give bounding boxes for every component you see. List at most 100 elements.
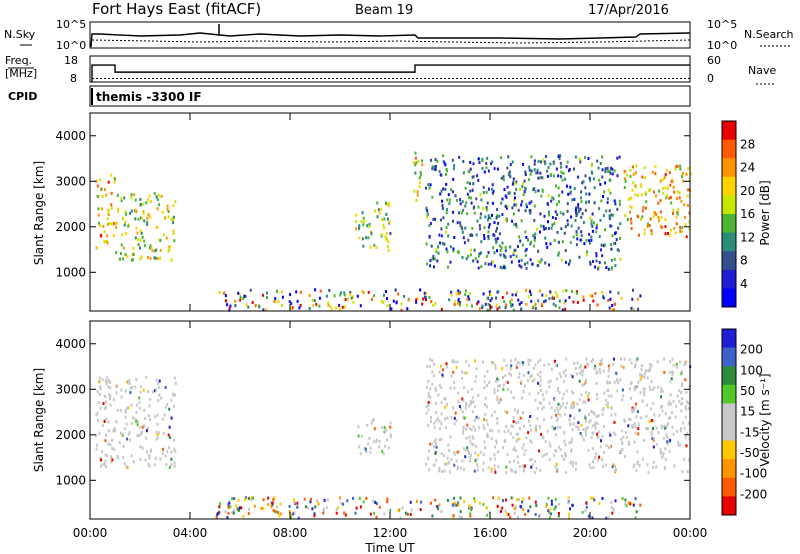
echo-cell bbox=[620, 364, 623, 368]
echo-cell bbox=[124, 410, 127, 414]
echo-cell bbox=[425, 298, 427, 302]
noise-sky-line bbox=[90, 32, 691, 48]
echo-cell bbox=[469, 253, 472, 257]
echo-cell bbox=[581, 434, 584, 438]
echo-cell bbox=[469, 456, 472, 460]
echo-cell bbox=[626, 173, 628, 177]
echo-cell bbox=[450, 458, 453, 461]
echo-cell bbox=[641, 399, 644, 403]
echo-cell bbox=[155, 430, 158, 434]
echo-cell bbox=[338, 496, 341, 500]
echo-cell bbox=[564, 369, 567, 372]
echo-cell bbox=[667, 403, 670, 407]
echo-cell bbox=[604, 170, 607, 173]
echo-cell bbox=[561, 240, 564, 244]
echo-cell bbox=[116, 454, 119, 458]
echo-cell bbox=[506, 204, 509, 208]
echo-cell bbox=[676, 212, 679, 216]
echo-cell bbox=[524, 254, 527, 257]
echo-cell bbox=[617, 249, 620, 253]
echo-cell bbox=[446, 169, 449, 173]
echo-cell bbox=[468, 435, 471, 439]
echo-cell bbox=[162, 447, 164, 451]
echo-cell bbox=[350, 296, 353, 300]
echo-cell bbox=[558, 391, 561, 395]
echo-cell bbox=[660, 386, 663, 390]
echo-cell bbox=[534, 460, 537, 464]
echo-cell bbox=[469, 160, 472, 164]
echo-cell bbox=[452, 247, 455, 251]
echo-cell bbox=[518, 235, 521, 239]
echo-cell bbox=[593, 498, 596, 502]
echo-cell bbox=[445, 182, 448, 186]
echo-cell bbox=[425, 242, 428, 246]
echo-cell bbox=[604, 463, 607, 467]
echo-cell bbox=[383, 512, 386, 516]
echo-cell bbox=[467, 255, 470, 258]
echo-cell bbox=[521, 200, 524, 204]
echo-cell bbox=[138, 434, 141, 438]
echo-cell bbox=[537, 249, 540, 253]
echo-cell bbox=[587, 362, 590, 366]
echo-cell bbox=[547, 509, 550, 513]
echo-cell bbox=[496, 214, 499, 218]
echo-cell bbox=[534, 427, 537, 431]
echo-cell bbox=[495, 439, 498, 443]
echo-cell bbox=[613, 169, 616, 173]
echo-cell bbox=[605, 403, 608, 407]
echo-cell bbox=[147, 213, 150, 217]
echo-cell bbox=[633, 388, 636, 392]
echo-cell bbox=[534, 302, 537, 306]
echo-cell bbox=[677, 443, 680, 447]
echo-cell bbox=[592, 466, 595, 469]
echo-cell bbox=[385, 290, 387, 294]
echo-cell bbox=[461, 370, 464, 374]
echo-cell bbox=[438, 427, 441, 431]
echo-cell bbox=[474, 380, 477, 383]
echo-cell bbox=[167, 433, 170, 437]
echo-cell bbox=[145, 436, 148, 440]
echo-cell bbox=[598, 235, 601, 238]
echo-cell bbox=[565, 289, 568, 293]
echo-cell bbox=[631, 297, 634, 301]
colorbar-segment bbox=[722, 232, 736, 252]
echo-cell bbox=[648, 363, 651, 367]
echo-cell bbox=[502, 253, 505, 257]
echo-cell bbox=[480, 265, 483, 269]
echo-cell bbox=[139, 257, 142, 261]
echo-cell bbox=[425, 292, 428, 296]
echo-cell bbox=[452, 210, 454, 214]
echo-cell bbox=[442, 216, 445, 220]
echo-cell bbox=[623, 455, 626, 458]
echo-cell bbox=[604, 167, 607, 171]
echo-cell bbox=[671, 180, 674, 184]
echo-cell bbox=[492, 496, 495, 500]
echo-cell bbox=[172, 392, 175, 396]
echo-cell bbox=[534, 363, 537, 367]
echo-cell bbox=[578, 157, 581, 161]
echo-cell bbox=[591, 229, 594, 233]
echo-cell bbox=[663, 466, 666, 469]
echo-cell bbox=[358, 236, 361, 240]
echo-cell bbox=[607, 375, 610, 378]
echo-cell bbox=[669, 228, 672, 232]
echo-cell bbox=[365, 449, 367, 453]
echo-cell bbox=[652, 215, 655, 219]
echo-cell bbox=[575, 214, 578, 218]
echo-cell bbox=[482, 191, 485, 194]
echo-cell bbox=[527, 431, 530, 435]
echo-cell bbox=[477, 266, 480, 270]
echo-cell bbox=[437, 507, 440, 511]
echo-cell bbox=[409, 513, 412, 516]
echo-cell bbox=[612, 463, 615, 467]
echo-cell bbox=[521, 464, 524, 468]
echo-cell bbox=[438, 503, 441, 507]
echo-cell bbox=[469, 512, 472, 516]
echo-cell bbox=[636, 410, 639, 414]
echo-cell bbox=[362, 290, 365, 294]
echo-cell bbox=[613, 257, 616, 261]
echo-cell bbox=[622, 394, 625, 398]
echo-cell bbox=[609, 445, 612, 449]
echo-cell bbox=[580, 393, 583, 397]
echo-cell bbox=[452, 249, 455, 253]
